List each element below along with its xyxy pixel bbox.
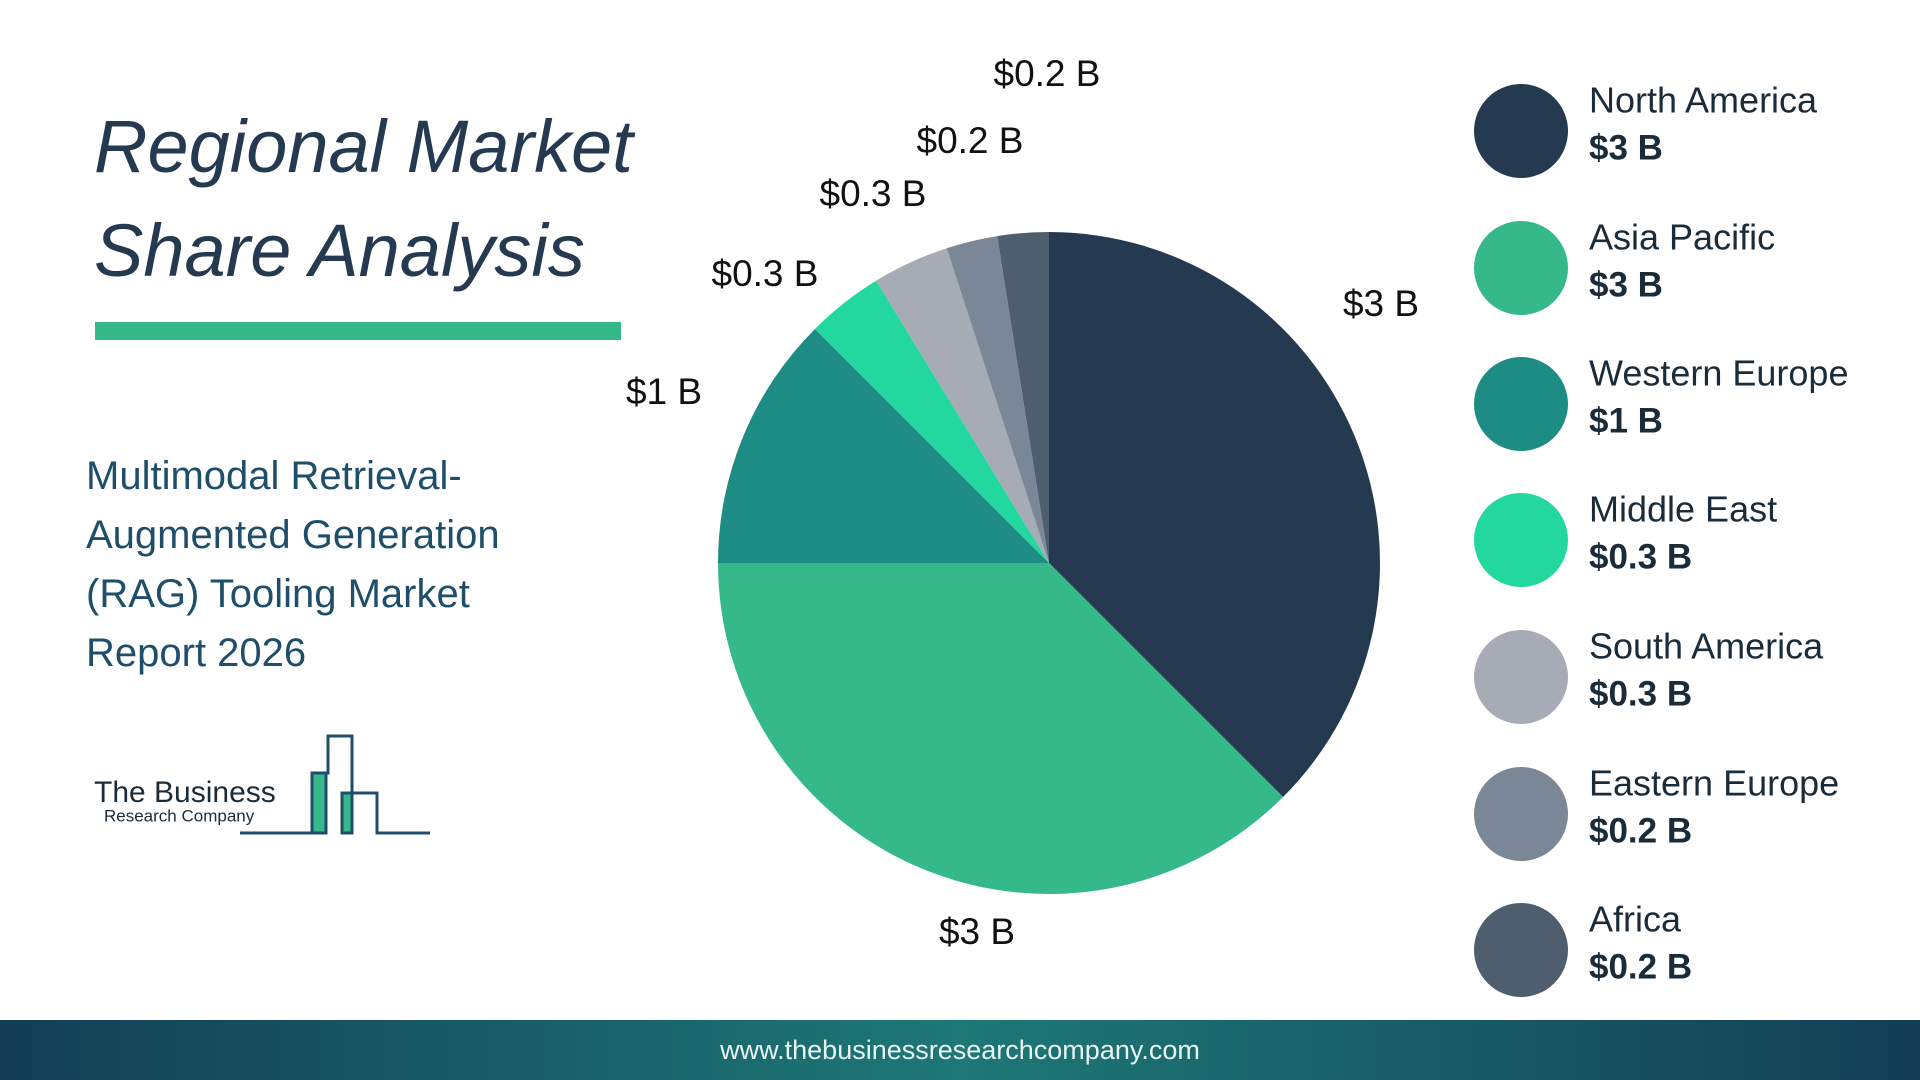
legend-icon bbox=[1474, 903, 1568, 997]
footer: www.thebusinessresearchcompany.com bbox=[0, 1020, 1920, 1080]
legend-icon bbox=[1474, 493, 1568, 587]
data-label: $0.3 B bbox=[820, 173, 927, 214]
title: Regional Market Share Analysis bbox=[94, 105, 633, 292]
legend-icon bbox=[1474, 84, 1568, 178]
data-label: $3 B bbox=[1343, 283, 1419, 324]
pie-slice bbox=[997, 232, 1049, 563]
legend-label: Western Europe bbox=[1589, 353, 1848, 394]
legend-label: Middle East bbox=[1589, 489, 1777, 530]
title-underline bbox=[95, 322, 621, 340]
data-label: $0.2 B bbox=[917, 120, 1024, 161]
logo-bar bbox=[340, 791, 354, 835]
legend-label: Asia Pacific bbox=[1589, 217, 1775, 258]
pie-slice bbox=[718, 328, 1049, 563]
legend-value: $3 B bbox=[1589, 128, 1663, 167]
legend-icon bbox=[1474, 357, 1568, 451]
legend-value: $3 B bbox=[1589, 265, 1663, 304]
logo: The Business Research Company bbox=[94, 734, 430, 835]
data-label: $0.2 B bbox=[994, 53, 1101, 94]
logo-subtext: Research Company bbox=[104, 806, 255, 825]
logo-text: The Business bbox=[94, 776, 276, 809]
legend-label: North America bbox=[1589, 80, 1818, 121]
legend-icon bbox=[1474, 221, 1568, 315]
legend-icon bbox=[1474, 767, 1568, 861]
pie-slice bbox=[946, 236, 1049, 563]
pie-slice bbox=[814, 280, 1049, 563]
pie-slice bbox=[876, 248, 1049, 563]
logo-bar bbox=[310, 771, 328, 835]
data-label: $0.3 B bbox=[712, 253, 819, 294]
subtitle: Multimodal Retrieval-Augmented Generatio… bbox=[86, 454, 500, 675]
legend-value: $0.2 B bbox=[1589, 811, 1692, 850]
pie-slice bbox=[718, 563, 1284, 894]
legend-label: Africa bbox=[1589, 899, 1682, 940]
chart: The Business Research Company $3 B North … bbox=[94, 53, 1848, 997]
data-label: $3 B bbox=[939, 911, 1015, 952]
legend-label: Eastern Europe bbox=[1589, 763, 1839, 804]
legend-label: South America bbox=[1589, 626, 1824, 667]
legend-value: $1 B bbox=[1589, 401, 1663, 440]
legend-value: $0.2 B bbox=[1589, 947, 1692, 986]
pie-slice bbox=[1049, 232, 1380, 798]
data-label: $1 B bbox=[626, 371, 702, 412]
legend-value: $0.3 B bbox=[1589, 537, 1692, 576]
legend-value: $0.3 B bbox=[1589, 674, 1692, 713]
legend-icon bbox=[1474, 630, 1568, 724]
